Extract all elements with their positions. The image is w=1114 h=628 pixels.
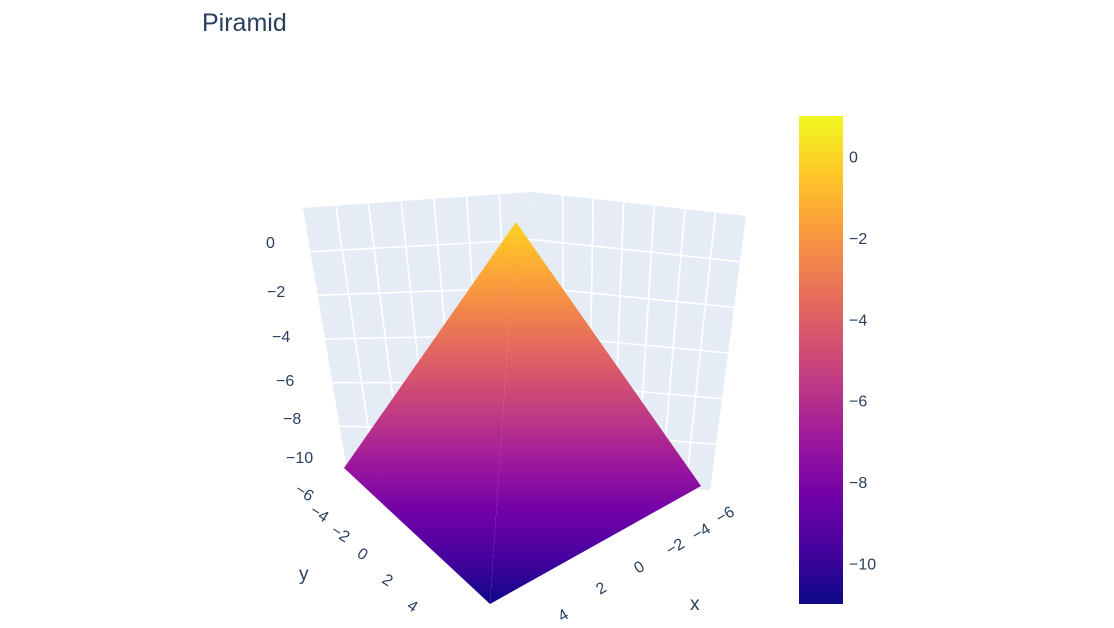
left-wall-hgrid bbox=[310, 238, 534, 253]
x-tick-label: −6 bbox=[713, 503, 737, 527]
y-tick-label: 4 bbox=[404, 597, 421, 616]
y-tick-label: 2 bbox=[379, 571, 396, 590]
x-axis-title: x bbox=[690, 594, 700, 615]
pyramid-face-right bbox=[490, 222, 701, 604]
z-tick-label: −10 bbox=[286, 450, 313, 467]
x-tick-label: −4 bbox=[689, 520, 713, 544]
z-tick-label: −4 bbox=[272, 329, 290, 346]
right-wall-hgrid bbox=[534, 286, 735, 309]
y-axis-title: y bbox=[299, 564, 309, 585]
y-tick-label: 0 bbox=[354, 545, 371, 564]
y-tick-label: −2 bbox=[328, 522, 353, 546]
y-tick-label: −4 bbox=[307, 502, 332, 526]
colorbar: 0 −2 −4 −6 −8 −10 bbox=[799, 116, 876, 604]
colorbar-bar bbox=[799, 116, 843, 604]
x-tick-label: 4 bbox=[555, 606, 571, 625]
z-tick-label: −2 bbox=[267, 284, 285, 301]
x-tick-label: −2 bbox=[663, 535, 687, 559]
colorbar-tick-label: 0 bbox=[849, 150, 858, 167]
right-wall-hgrid bbox=[533, 238, 741, 263]
colorbar-tick-label: −10 bbox=[849, 556, 876, 573]
colorbar-tick-label: −2 bbox=[849, 231, 867, 248]
z-tick-label: −8 bbox=[283, 411, 301, 428]
z-tick-label: 0 bbox=[266, 235, 275, 252]
z-tick-label: −6 bbox=[276, 373, 294, 390]
x-tick-label: 0 bbox=[631, 558, 647, 577]
colorbar-tick-label: −6 bbox=[849, 394, 867, 411]
colorbar-tick-label: −8 bbox=[849, 475, 867, 492]
chart-title: Piramid bbox=[202, 9, 287, 37]
colorbar-ticks: 0 −2 −4 −6 −8 −10 bbox=[849, 150, 876, 574]
pyramid-face-left bbox=[344, 222, 516, 604]
y-tick-label: −6 bbox=[292, 481, 317, 505]
colorbar-tick-label: −4 bbox=[849, 312, 867, 329]
z-axis-ticks: 0 −2 −4 −6 −8 −10 bbox=[266, 235, 313, 467]
x-tick-label: 2 bbox=[593, 579, 609, 598]
